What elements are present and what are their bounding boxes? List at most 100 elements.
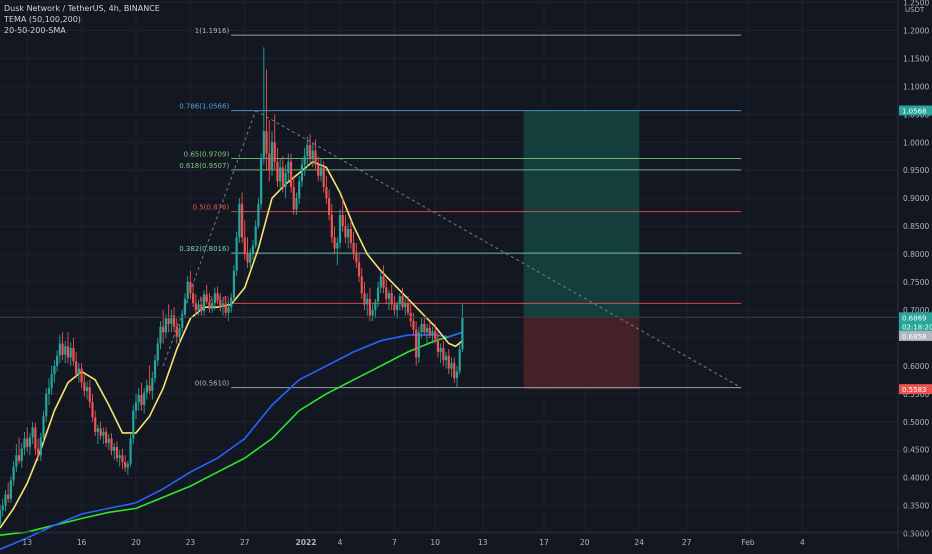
candle-body <box>156 343 159 361</box>
candle-body <box>281 167 284 187</box>
candle-body <box>260 159 263 204</box>
candle-body <box>379 276 382 288</box>
candle-body <box>167 318 170 324</box>
candle <box>118 449 121 467</box>
candle <box>319 159 323 182</box>
candle-body <box>412 321 415 330</box>
candle-body <box>137 394 140 403</box>
candle-body <box>450 363 453 369</box>
candle <box>276 147 279 187</box>
candle <box>423 315 426 336</box>
candle-body <box>126 463 129 468</box>
candle-body <box>328 198 331 215</box>
candle-body <box>53 365 56 375</box>
candle-body <box>273 142 276 162</box>
candle-body <box>110 438 113 451</box>
candle-body <box>0 510 2 524</box>
profit-zone <box>523 110 640 318</box>
candle-body <box>143 392 146 405</box>
fib-level-label: 0(0.5610) <box>195 380 230 388</box>
candle <box>412 312 415 336</box>
candle <box>308 133 312 165</box>
candle <box>213 287 216 310</box>
candle-body <box>211 303 214 309</box>
candle <box>94 410 97 436</box>
candle-body <box>298 181 301 199</box>
candle <box>374 298 377 319</box>
price-tick-label: 0.8000 <box>903 250 929 259</box>
candle-body <box>461 317 464 350</box>
price-axis[interactable]: 1.25001.20001.15001.10001.05001.00000.95… <box>897 0 929 550</box>
candle-body <box>69 347 72 358</box>
candle <box>77 363 80 383</box>
candle <box>126 460 129 475</box>
candle-body <box>113 446 116 451</box>
candle <box>42 410 45 442</box>
candle-body <box>360 276 363 294</box>
candle <box>53 360 56 383</box>
price-tick-label: 0.5500 <box>903 390 929 399</box>
candle-body <box>28 437 32 447</box>
candle-body <box>219 299 222 308</box>
position-zones <box>523 110 640 390</box>
candle-body <box>442 347 445 361</box>
candle-body <box>121 455 124 463</box>
candle <box>23 431 26 456</box>
candle-body <box>368 298 372 316</box>
candle <box>175 318 178 344</box>
candle <box>61 332 64 361</box>
candle <box>20 443 23 468</box>
candle-body <box>42 416 45 438</box>
indicator-tema[interactable]: TEMA (50,100,200) <box>4 15 81 24</box>
candle-body <box>208 301 211 309</box>
time-axis[interactable]: 13 16 20 23 27 2022 4 7 10 13 17 20 24 27 Feb 4 <box>0 531 932 547</box>
candle-body <box>371 309 374 316</box>
sma20-line <box>0 160 463 529</box>
candle <box>243 220 246 260</box>
candle-body <box>64 346 67 355</box>
candle-body <box>366 298 369 305</box>
candle-body <box>439 347 442 352</box>
candle <box>281 156 284 193</box>
symbol-title[interactable]: Dusk Network / TetherUS, 4h, BINANCE <box>4 4 160 13</box>
price-tick-label: 0.7000 <box>903 306 929 315</box>
candle-body <box>162 326 165 333</box>
candle <box>99 421 102 440</box>
candle <box>461 304 464 352</box>
time-tick-label: Feb <box>741 538 755 547</box>
price-label: 0.6858 <box>899 330 932 341</box>
time-tick-label: 2022 <box>296 538 317 547</box>
candle <box>124 455 127 473</box>
candle-body <box>80 368 83 383</box>
candle-body <box>254 226 257 246</box>
fib-level-label: 0.65(0.9709) <box>184 151 230 159</box>
candle-body <box>99 428 102 436</box>
candle-body <box>83 382 86 392</box>
candle-body <box>124 462 127 468</box>
candle-body <box>406 303 410 313</box>
candle-body <box>303 156 306 165</box>
time-tick-label: 13 <box>22 538 32 547</box>
candle <box>300 159 304 187</box>
candle <box>164 314 168 338</box>
time-tick-label: 20 <box>131 538 141 547</box>
candle <box>434 323 437 344</box>
candle-body <box>186 282 189 299</box>
candle-body <box>178 327 181 337</box>
candle <box>232 265 236 302</box>
candle-body <box>56 355 59 366</box>
candle-body <box>336 242 339 249</box>
candle-body <box>458 349 461 372</box>
candle <box>134 393 138 419</box>
indicator-sma[interactable]: 20-50-200-SMA <box>4 26 66 35</box>
time-tick-label: 13 <box>478 538 488 547</box>
candle <box>9 476 12 503</box>
time-tick-label: 7 <box>392 538 397 547</box>
candle-body <box>96 428 100 432</box>
candle-body <box>374 301 377 310</box>
price-tick-label: 1.1500 <box>903 54 929 63</box>
candle <box>172 307 176 333</box>
candle-body <box>31 427 34 438</box>
